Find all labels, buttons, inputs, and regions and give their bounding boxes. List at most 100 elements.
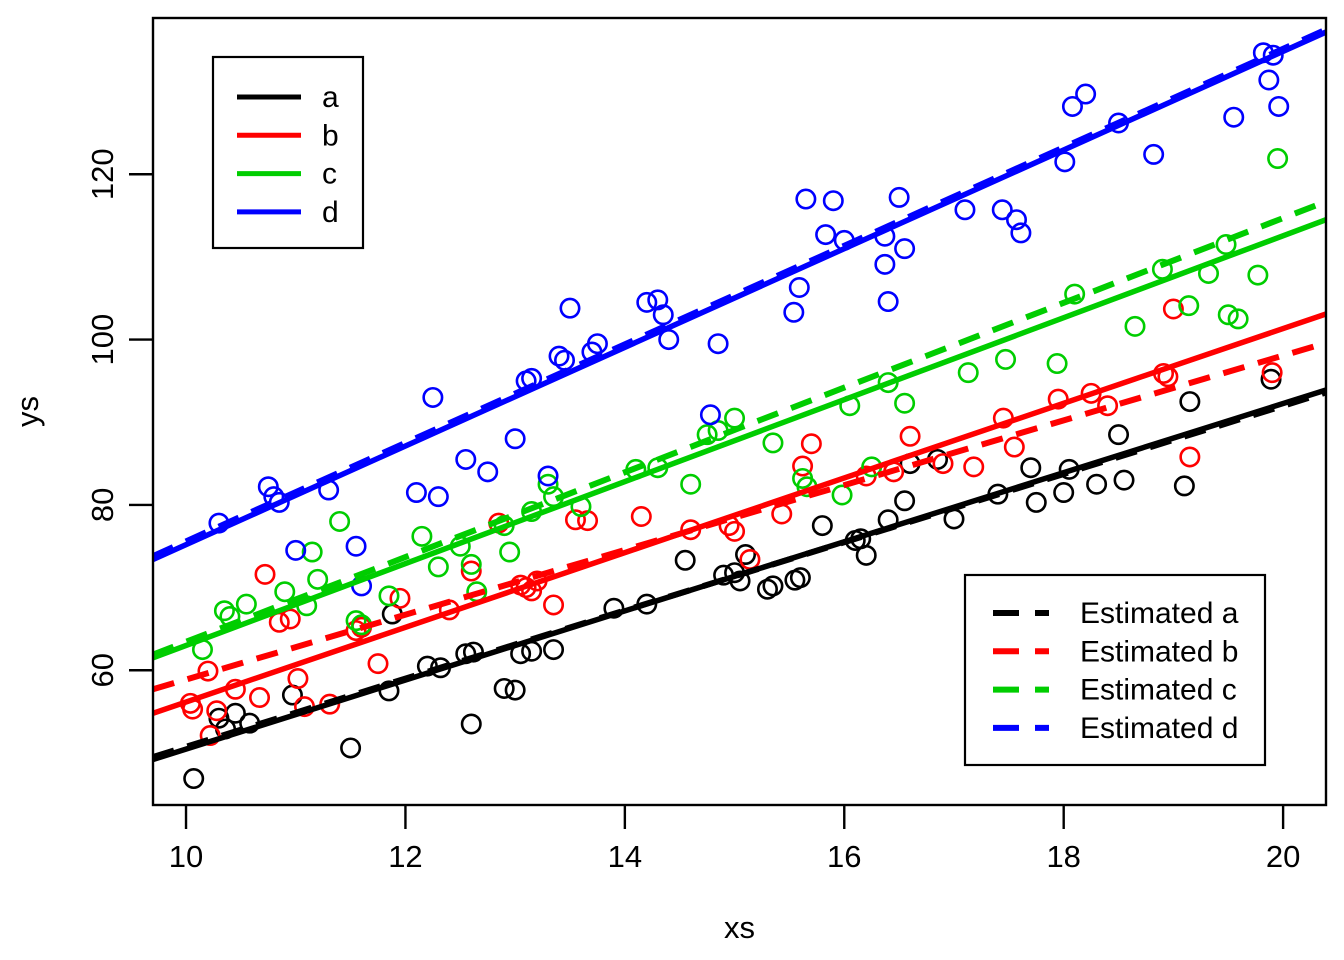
point-d bbox=[822, 190, 844, 212]
point-c bbox=[378, 585, 400, 607]
y-tick-label: 80 bbox=[85, 488, 120, 522]
x-tick-label: 12 bbox=[388, 839, 422, 874]
y-tick-label: 120 bbox=[85, 148, 120, 200]
point-b bbox=[543, 594, 565, 616]
point-b bbox=[249, 687, 271, 709]
point-d bbox=[699, 404, 721, 426]
point-d bbox=[877, 291, 899, 313]
point-d bbox=[537, 465, 559, 487]
y-tick-label: 60 bbox=[85, 653, 120, 687]
point-d bbox=[504, 428, 526, 450]
point-c bbox=[696, 424, 718, 446]
point-d bbox=[1143, 143, 1165, 165]
point-d bbox=[427, 486, 449, 508]
point-a bbox=[183, 768, 205, 790]
point-c bbox=[329, 510, 351, 532]
point-a bbox=[1179, 391, 1201, 413]
point-d bbox=[345, 535, 367, 557]
point-b bbox=[287, 668, 309, 690]
true-line-c bbox=[153, 217, 1326, 661]
point-d bbox=[1262, 44, 1284, 66]
point-b bbox=[206, 700, 228, 722]
legend-label-b: b bbox=[322, 119, 339, 152]
point-c bbox=[762, 432, 784, 454]
legend-label-estimated-3: Estimated d bbox=[1080, 712, 1238, 745]
point-a bbox=[1108, 424, 1130, 446]
point-b bbox=[197, 660, 219, 682]
x-tick-label: 10 bbox=[169, 839, 203, 874]
point-b bbox=[932, 453, 954, 475]
point-b bbox=[800, 433, 822, 455]
point-c bbox=[235, 593, 257, 615]
point-d bbox=[1223, 106, 1245, 128]
point-d bbox=[783, 301, 805, 323]
point-d bbox=[554, 349, 576, 371]
point-d bbox=[795, 188, 817, 210]
x-tick-label: 14 bbox=[608, 839, 642, 874]
point-d bbox=[257, 476, 279, 498]
legend-label-estimated-0: Estimated a bbox=[1080, 597, 1239, 630]
point-b bbox=[1261, 362, 1283, 384]
x-tick-label: 18 bbox=[1046, 839, 1080, 874]
point-b bbox=[1097, 395, 1119, 417]
point-c bbox=[499, 541, 521, 563]
legend-label-a: a bbox=[322, 81, 339, 114]
point-d bbox=[888, 186, 910, 208]
point-b bbox=[389, 587, 411, 609]
point-c bbox=[345, 610, 367, 632]
point-a bbox=[894, 490, 916, 512]
point-c bbox=[995, 348, 1017, 370]
point-d bbox=[1258, 69, 1280, 91]
point-b bbox=[1003, 436, 1025, 458]
legend-bottom-right-box bbox=[963, 573, 1267, 767]
point-c bbox=[213, 600, 235, 622]
point-d bbox=[788, 276, 810, 298]
point-c bbox=[301, 541, 323, 563]
point-c bbox=[1124, 315, 1146, 337]
point-b bbox=[279, 608, 301, 630]
point-b bbox=[367, 653, 389, 675]
point-d bbox=[548, 345, 570, 367]
point-c bbox=[680, 473, 702, 495]
point-c bbox=[411, 525, 433, 547]
legend-label-estimated-2: Estimated c bbox=[1080, 674, 1237, 707]
point-b bbox=[630, 505, 652, 527]
point-d bbox=[647, 289, 669, 311]
point-b bbox=[899, 425, 921, 447]
point-d bbox=[1268, 95, 1290, 117]
point-d bbox=[707, 333, 729, 355]
legend-top-left-box bbox=[211, 55, 365, 250]
point-b bbox=[1179, 446, 1201, 468]
point-a bbox=[543, 639, 565, 661]
point-a bbox=[340, 737, 362, 759]
point-b bbox=[460, 560, 482, 582]
point-d bbox=[991, 199, 1013, 221]
point-d bbox=[405, 482, 427, 504]
point-d bbox=[285, 539, 307, 561]
point-a bbox=[1086, 473, 1108, 495]
point-a bbox=[735, 544, 757, 566]
point-a bbox=[1020, 457, 1042, 479]
point-b bbox=[199, 725, 221, 747]
point-d bbox=[422, 386, 444, 408]
point-c bbox=[957, 362, 979, 384]
point-d bbox=[559, 297, 581, 319]
point-d bbox=[1006, 209, 1028, 231]
point-a bbox=[504, 679, 526, 701]
x-tick-label: 16 bbox=[827, 839, 861, 874]
point-a bbox=[1173, 475, 1195, 497]
point-d bbox=[954, 199, 976, 221]
point-a bbox=[603, 597, 625, 619]
point-b bbox=[254, 563, 276, 585]
legend-label-c: c bbox=[322, 158, 337, 191]
point-c bbox=[1217, 304, 1239, 326]
point-b bbox=[564, 509, 586, 531]
point-d bbox=[1054, 151, 1076, 173]
point-d bbox=[1075, 83, 1097, 105]
point-d bbox=[1061, 95, 1083, 117]
point-b bbox=[739, 548, 761, 570]
point-d bbox=[636, 291, 658, 313]
point-b bbox=[724, 520, 746, 542]
